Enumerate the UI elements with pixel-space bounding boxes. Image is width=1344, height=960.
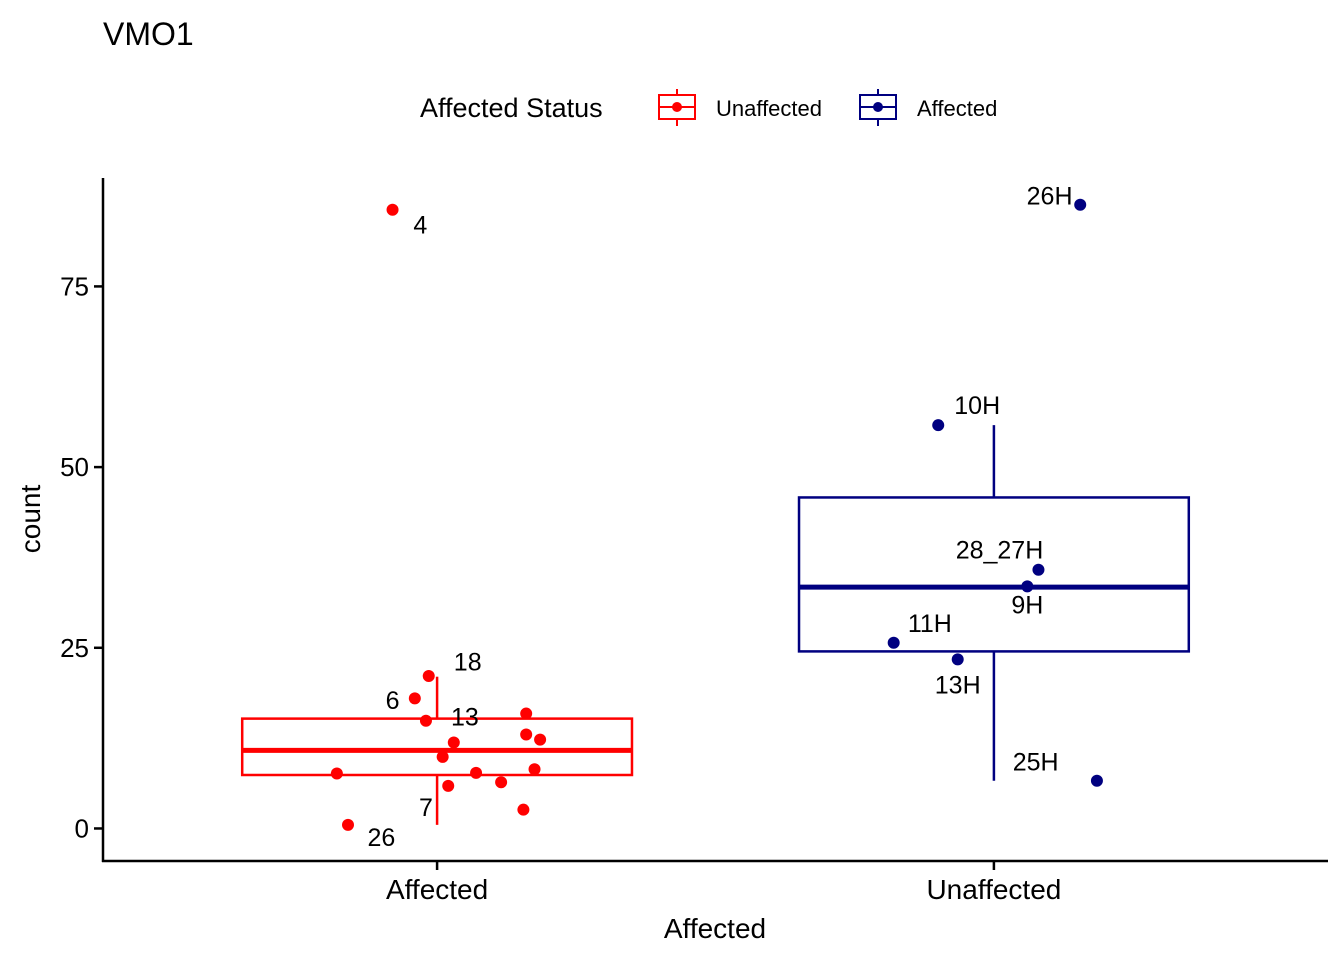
point-label: 11H: [908, 610, 952, 638]
box-affected: [240, 676, 634, 825]
boxes: [240, 425, 1191, 825]
point-label: 28_27H: [956, 536, 1044, 564]
y-ticks: 0 25 50 75: [60, 271, 103, 843]
box-iqr: [240, 717, 634, 777]
point-label: 10H: [954, 392, 1000, 420]
y-tick-label: 50: [60, 452, 89, 482]
data-point: [1032, 563, 1045, 576]
y-tick-label: 75: [60, 271, 89, 301]
data-point: [1090, 774, 1103, 787]
x-tick-label: Affected: [386, 874, 488, 905]
point-label: 26: [368, 824, 396, 852]
x-ticks: Affected Unaffected: [386, 861, 1061, 905]
point-label: 9H: [1011, 591, 1043, 619]
data-point: [1074, 198, 1087, 211]
legend-label-unaffected: Unaffected: [716, 96, 822, 121]
data-point: [447, 736, 460, 749]
data-point: [408, 692, 421, 705]
data-point: [520, 707, 533, 720]
data-point: [534, 733, 547, 746]
point-label: 13H: [935, 672, 981, 700]
data-point: [470, 766, 483, 779]
box-iqr: [797, 496, 1191, 653]
data-point: [342, 818, 354, 831]
y-tick-label: 0: [75, 813, 89, 843]
chart-title: VMO1: [103, 16, 194, 52]
point-label: 13: [451, 703, 479, 731]
box-unaffected: [797, 425, 1191, 781]
data-point: [1021, 580, 1034, 593]
x-tick-label: Unaffected: [926, 874, 1061, 905]
data-point: [951, 653, 964, 666]
data-point: [442, 779, 455, 792]
data-point: [520, 728, 533, 741]
legend-title: Affected Status: [420, 93, 603, 123]
point-label: 25H: [1013, 748, 1059, 776]
legend-key-unaffected: [658, 89, 696, 126]
point-label: 18: [454, 649, 482, 677]
legend-key-affected: [859, 89, 897, 126]
data-point: [528, 763, 541, 776]
legend: Affected Status Unaffected Affected: [420, 89, 997, 126]
data-point: [419, 714, 432, 727]
point-label: 26H: [1027, 182, 1073, 210]
data-point: [932, 419, 945, 432]
y-axis-label: count: [15, 485, 46, 554]
data-point: [517, 803, 530, 816]
point-label: 4: [413, 211, 427, 239]
data-point: [495, 776, 508, 789]
x-axis-label: Affected: [664, 913, 766, 944]
data-point: [436, 750, 449, 763]
point-label: 6: [386, 687, 400, 715]
points: 4 18 6 13 7 26 26H 10H 28_27H 9H 11H 13H 25H: [330, 182, 1103, 852]
y-tick-label: 25: [60, 633, 89, 663]
point-label: 7: [419, 794, 433, 822]
data-point: [422, 669, 435, 682]
data-point: [330, 767, 343, 780]
data-point: [386, 203, 399, 216]
data-point: [887, 636, 900, 649]
legend-label-affected: Affected: [917, 96, 997, 121]
